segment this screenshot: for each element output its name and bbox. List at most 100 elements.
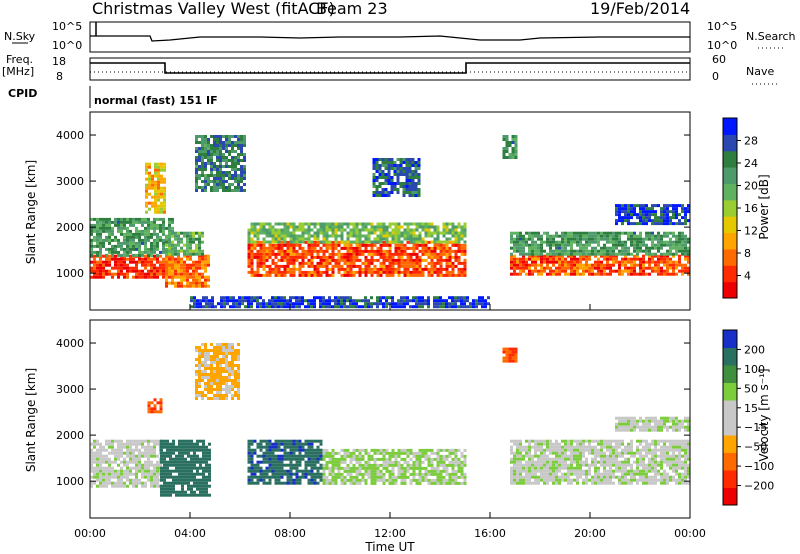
velocity-cell-r0 — [96, 484, 99, 488]
power-cell-r0 — [114, 272, 117, 276]
power-cell-r11 — [528, 231, 531, 235]
power-cell-r6 — [247, 255, 251, 259]
power-cell-r6 — [295, 255, 299, 259]
velocity-cell-r5 — [331, 451, 335, 455]
power-cell-r7 — [325, 231, 329, 235]
power-cell-r7 — [352, 222, 356, 226]
power-cell-r11 — [648, 246, 651, 250]
power-cell-r2 — [154, 192, 157, 196]
power-cell-r5 — [231, 159, 234, 162]
power-cell-r5 — [210, 147, 213, 150]
power-cell-r0 — [114, 254, 117, 258]
power-cell-r5 — [207, 153, 210, 156]
power-cell-r6 — [256, 249, 260, 253]
power-cell-r10 — [576, 263, 579, 267]
power-cell-r11 — [576, 249, 579, 253]
power-cell-r5 — [228, 177, 231, 180]
power-cell-r13 — [208, 305, 211, 309]
velocity-cell-r2 — [181, 487, 184, 491]
power-cell-r7 — [283, 240, 287, 244]
power-cell-r3 — [201, 266, 204, 270]
power-cell-r8 — [375, 176, 379, 179]
power-cell-r3 — [207, 263, 210, 267]
velocity-data-layer — [90, 343, 690, 497]
power-cell-r7 — [283, 231, 287, 235]
power-cell-r5 — [207, 144, 210, 147]
velocity-cell-r0 — [90, 454, 93, 458]
velocity-cell-r2 — [193, 442, 196, 446]
power-cell-r10 — [519, 266, 522, 270]
power-cell-r1 — [99, 226, 102, 230]
velocity-cell-r3 — [207, 382, 210, 385]
velocity-cell-r0 — [114, 481, 117, 485]
power-cell-r6 — [283, 255, 287, 259]
power-cell-r4 — [198, 237, 201, 241]
power-cell-r7 — [298, 228, 302, 232]
power-cell-r11 — [585, 231, 588, 235]
velocity-cell-r2 — [196, 448, 199, 452]
power-cell-r10 — [513, 266, 516, 270]
power-cell-r10 — [639, 257, 642, 261]
power-cell-r11 — [588, 243, 591, 247]
power-cell-r11 — [666, 231, 669, 235]
power-cell-r6 — [250, 246, 254, 250]
power-cell-r5 — [198, 150, 201, 153]
velocity-cell-r3 — [225, 367, 228, 370]
power-cell-r1 — [99, 217, 102, 221]
power-cell-r6 — [370, 270, 374, 274]
power-cell-r13 — [331, 305, 334, 309]
power-cell-r6 — [280, 249, 284, 253]
power-cell-r13 — [460, 302, 463, 306]
power-cell-r10 — [561, 257, 564, 261]
velocity-cell-r2 — [187, 484, 190, 488]
velocity-cell-r4 — [277, 475, 281, 479]
power-cell-r8 — [408, 158, 412, 161]
power-cell-r13 — [463, 299, 466, 303]
power-cell-r8 — [417, 164, 421, 167]
power-cell-r1 — [90, 226, 93, 230]
power-cell-r12 — [657, 216, 660, 220]
power-cell-r1 — [111, 226, 114, 230]
power-cell-r4 — [177, 252, 180, 256]
velocity-cell-r2 — [178, 463, 181, 467]
velocity-cell-r5 — [373, 481, 377, 485]
power-cell-r3 — [201, 275, 204, 279]
velocity-cell-r5 — [391, 454, 395, 458]
power-cell-r1 — [90, 250, 93, 254]
power-cell-r5 — [228, 138, 231, 141]
power-cell-r10 — [516, 257, 519, 261]
power-cell-r6 — [400, 246, 404, 250]
power-cell-r12 — [645, 213, 648, 217]
velocity-cell-r4 — [286, 445, 290, 449]
power-cell-r2 — [157, 204, 160, 208]
power-cell-r0 — [126, 263, 129, 267]
velocity-cell-r4 — [310, 457, 314, 461]
velocity-cell-r0 — [120, 448, 123, 452]
velocity-cell-r2 — [178, 451, 181, 455]
power-cell-r11 — [519, 249, 522, 253]
velocity-cell-r0 — [126, 475, 129, 479]
power-cell-r1 — [162, 232, 165, 236]
velocity-cell-r4 — [265, 472, 269, 476]
power-cell-r1 — [141, 229, 144, 233]
power-cell-r6 — [274, 270, 278, 274]
velocity-cell-r4 — [313, 451, 317, 455]
power-cell-r6 — [412, 264, 416, 268]
power-cell-r7 — [262, 222, 266, 226]
power-cell-r11 — [612, 243, 615, 247]
power-cell-r11 — [534, 231, 537, 235]
power-cell-r6 — [424, 258, 428, 262]
velocity-cell-r4 — [289, 442, 293, 446]
power-cell-r11 — [633, 237, 636, 241]
power-cell-r12 — [672, 204, 675, 208]
power-cell-r11 — [660, 246, 663, 250]
power-cell-r13 — [310, 299, 313, 303]
power-cell-r5 — [240, 141, 243, 144]
power-cell-r6 — [364, 267, 368, 271]
velocity-cell-r0 — [120, 439, 123, 443]
power-cell-r13 — [484, 299, 487, 303]
power-cell-r11 — [663, 243, 666, 247]
power-cell-r3 — [180, 275, 183, 279]
power-cell-r2 — [157, 168, 160, 172]
power-cell-r7 — [346, 234, 350, 238]
